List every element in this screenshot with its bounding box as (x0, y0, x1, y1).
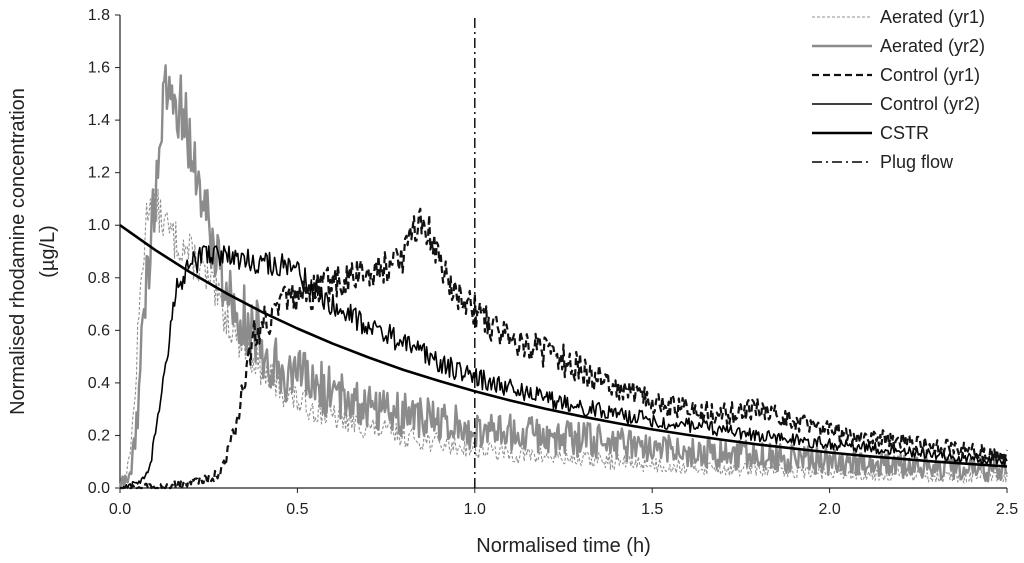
x-axis-title: Normalised time (h) (476, 535, 650, 557)
y-tick-label: 1.0 (88, 217, 110, 234)
x-tick-label: 1.5 (641, 501, 663, 518)
legend-label-cstr: CSTR (880, 123, 929, 143)
legend-label-plug-flow: Plug flow (880, 152, 954, 172)
series-line-cstr (119, 224, 1008, 468)
series-line-control-yr2 (120, 245, 1008, 489)
y-tick-label: 1.8 (88, 7, 110, 24)
y-axis-title-unit: (µg/L) (37, 225, 59, 278)
y-tick-label: 1.4 (88, 112, 110, 129)
x-tick-label: 1.0 (464, 501, 486, 518)
axes (119, 15, 1007, 489)
series-lines (118, 15, 1009, 490)
legend-label-aerated-yr1: Aerated (yr1) (880, 7, 985, 27)
legend-label-aerated-yr2: Aerated (yr2) (880, 36, 985, 56)
y-tick-label: 0.2 (88, 427, 110, 444)
x-tick-label: 0.5 (286, 501, 308, 518)
y-axis-title: Normalised rhodamine concentration (7, 88, 29, 415)
y-tick-label: 0.0 (88, 480, 110, 497)
y-tick-label: 1.2 (88, 165, 110, 182)
series-line-aerated-yr2 (118, 64, 1009, 489)
y-tick-label: 0.4 (88, 375, 110, 392)
y-tick-label: 1.6 (88, 60, 110, 77)
x-tick-label: 2.5 (996, 501, 1018, 518)
y-tick-label: 0.6 (88, 322, 110, 339)
x-tick-label: 0.0 (109, 501, 131, 518)
series-line-control-yr1 (120, 207, 1009, 490)
y-tick-label: 0.8 (88, 270, 110, 287)
legend-label-control-yr2: Control (yr2) (880, 94, 980, 114)
x-tick-label: 2.0 (818, 501, 840, 518)
legend: Aerated (yr1) Aerated (yr2) Control (yr1) C… (812, 7, 985, 172)
legend-label-control-yr1: Control (yr1) (880, 65, 980, 85)
